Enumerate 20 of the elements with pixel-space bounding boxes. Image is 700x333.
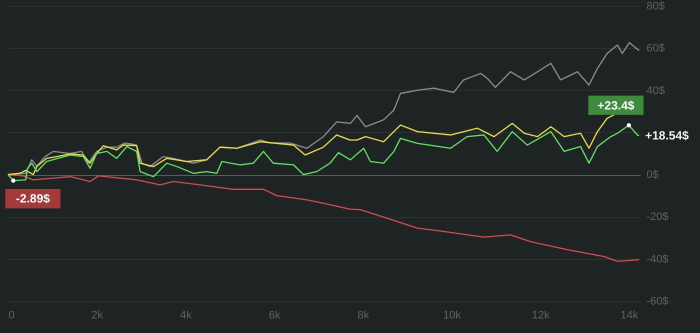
x-tick-label: 0 [8,310,15,322]
y-tick-label: 40$ [646,84,665,97]
y-tick-label: -60$ [646,296,669,308]
y-tick-label: 60$ [646,42,665,55]
x-tick-label: 4k [180,310,192,322]
x-tick-label: 2k [91,310,104,322]
x-tick-label: 8k [357,310,370,322]
annotation: -2.89$ [16,192,50,206]
x-tick-label: 12k [532,310,550,322]
line-series [7,174,640,262]
line-series [7,114,614,176]
x-tick-label: 14k [620,310,639,322]
y-tick-label: 80$ [646,0,665,12]
y-tick-label: -20$ [646,211,669,224]
x-tick-label: 6k [268,310,281,322]
annotation: +18.54$ [645,128,690,143]
x-tick-label: 10k [443,310,462,322]
y-tick-label: 0$ [646,169,659,182]
y-tick-label: -40$ [646,253,669,266]
annotation: +23.4$ [597,98,635,112]
